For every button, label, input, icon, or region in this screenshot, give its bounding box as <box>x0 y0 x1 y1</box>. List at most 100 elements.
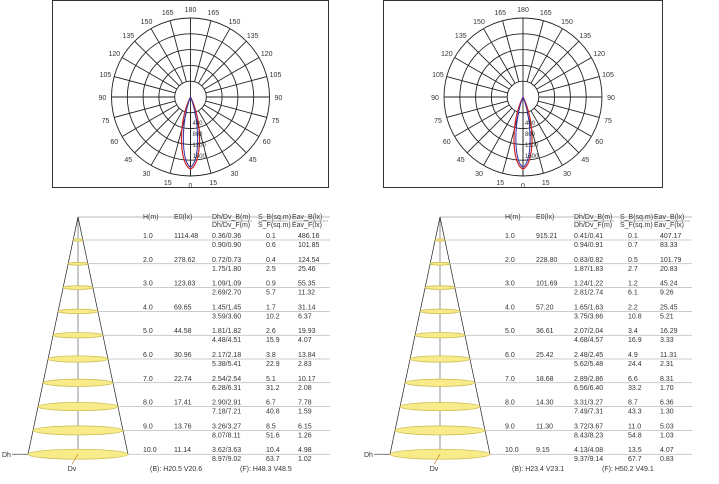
beam-angle-b: (B): H20.5 V20.6 <box>150 466 202 473</box>
light-spot-ellipse <box>42 378 114 387</box>
cell-diameter-f: 1.75/1.80 <box>212 266 241 273</box>
cell-area-b: 0.1 <box>628 233 638 240</box>
cell-eav-f: 101.85 <box>298 242 320 249</box>
polar-spoke <box>454 57 510 90</box>
cell-diameter-f: 5.38/5.41 <box>212 361 241 368</box>
cone-table-svg: H(m) E0(lx) Dh/Dv_B(m)Dh/Dv_F(m) S_B(sq.m)S… <box>2 214 330 473</box>
polar-angle-label: 0 <box>189 183 193 187</box>
cell-area-b: 1.7 <box>266 304 276 311</box>
polar-spoke <box>533 40 580 87</box>
polar-spoke <box>446 100 508 118</box>
polar-angle-label: 105 <box>602 72 614 79</box>
light-spot-ellipse <box>399 402 481 412</box>
cell-height: 5.0 <box>143 328 153 335</box>
cell-eav-b: 45.24 <box>660 281 678 288</box>
c0-curve <box>513 95 533 170</box>
light-spot-ellipse <box>409 355 471 363</box>
illuminance-cone-table-right: H(m) E0(lx) Dh/Dv_B(m) Dh/Dv_F(m) S_B(sq.m) S… <box>362 205 719 484</box>
polar-angle-label: 45 <box>249 157 257 164</box>
polar-angle-label: 105 <box>100 72 112 79</box>
cell-diameter-b: 1.24/1.22 <box>574 281 603 288</box>
polar-angle-label: 45 <box>124 157 132 164</box>
cell-eav-b: 10.17 <box>298 376 316 383</box>
cell-height: 1.0 <box>143 233 153 240</box>
polar-spoke <box>454 104 510 137</box>
cell-eav-b: 407.17 <box>660 233 682 240</box>
intensity-scale-label: 1200 <box>193 143 207 149</box>
header-area-b: S_B(sq.m) <box>258 214 291 221</box>
cell-diameter-f: 6.56/6.40 <box>574 385 603 392</box>
c90-curve <box>515 95 531 168</box>
cell-e0: 57.20 <box>536 304 554 311</box>
cell-eav-f: 2.08 <box>298 385 312 392</box>
cone-table-svg: H(m) E0(lx) Dh/Dv_B(m)Dh/Dv_F(m) S_B(sq.m)S… <box>364 214 692 473</box>
cell-diameter-b: 1.81/1.82 <box>212 328 241 335</box>
polar-angle-label: 90 <box>99 95 107 102</box>
polar-angle-label: 15 <box>542 180 550 187</box>
cell-area-f: 6.1 <box>628 290 638 297</box>
polar-spoke <box>169 20 187 82</box>
polar-angle-label: 90 <box>607 95 615 102</box>
polar-angle-label: 75 <box>102 118 110 125</box>
cell-eav-f: 6.37 <box>298 313 312 320</box>
polar-spoke <box>201 107 247 154</box>
cell-eav-f: 9.26 <box>660 290 674 297</box>
cell-e0: 17.41 <box>174 400 192 407</box>
cell-diameter-f: 8.97/9.02 <box>212 456 241 463</box>
light-spot-ellipse <box>67 262 89 266</box>
polar-spoke <box>526 20 544 82</box>
polar-chart-svg: 1651801651501501351351201201051059090757… <box>431 7 615 187</box>
polar-spoke <box>502 20 520 82</box>
cell-diameter-b: 2.54/2.54 <box>212 376 241 383</box>
cell-e0: 228.80 <box>536 257 558 264</box>
cell-area-b: 1.2 <box>628 281 638 288</box>
cell-e0: 101.69 <box>536 281 558 288</box>
cell-height: 5.0 <box>505 328 515 335</box>
polar-angle-label: 30 <box>475 171 483 178</box>
cell-diameter-f: 9.37/9.14 <box>574 456 603 463</box>
cell-e0: 30.96 <box>174 352 192 359</box>
polar-spoke <box>530 110 563 166</box>
header-diameter-f: Dh/Dv_F(m) <box>574 222 612 229</box>
dv-pointer <box>71 454 79 465</box>
polar-spoke <box>114 76 176 94</box>
polar-angle-label: 60 <box>443 139 451 146</box>
cell-e0: 36.61 <box>536 328 554 335</box>
cell-area-b: 3.8 <box>266 352 276 359</box>
cell-height: 2.0 <box>505 257 515 264</box>
cell-diameter-f: 3.59/3.60 <box>212 313 241 320</box>
cell-area-b: 2.2 <box>628 304 638 311</box>
cell-area-b: 6.7 <box>266 400 276 407</box>
cell-area-b: 0.9 <box>266 281 276 288</box>
cell-height: 6.0 <box>505 352 515 359</box>
cell-eav-b: 6.36 <box>660 400 674 407</box>
polar-spoke <box>536 104 592 137</box>
cell-diameter-f: 6.28/6.31 <box>212 385 241 392</box>
cell-eav-b: 5.03 <box>660 423 674 430</box>
cell-area-f: 0.7 <box>628 242 638 249</box>
light-spot-ellipse <box>429 262 451 266</box>
light-spot-ellipse <box>419 308 461 315</box>
cell-height: 10.0 <box>143 447 157 454</box>
cell-diameter-f: 2.69/2.70 <box>212 290 241 297</box>
cell-area-b: 5.1 <box>266 376 276 383</box>
cell-height: 8.0 <box>143 400 153 407</box>
cell-area-b: 8.7 <box>628 400 638 407</box>
cell-eav-b: 25.45 <box>660 304 678 311</box>
cell-diameter-f: 7.18/7.21 <box>212 409 241 416</box>
cell-area-f: 31.2 <box>266 385 280 392</box>
polar-angle-label: 90 <box>431 95 439 102</box>
polar-angle-label: 75 <box>604 118 612 125</box>
cell-eav-f: 3.33 <box>660 337 674 344</box>
cell-diameter-b: 3.26/3.27 <box>212 423 241 430</box>
polar-angle-label: 60 <box>595 139 603 146</box>
cell-diameter-b: 1.09/1.09 <box>212 281 241 288</box>
illuminance-cone-table-left: H(m) E0(lx) Dh/Dv_B(m) Dh/Dv_F(m) S_B(sq.m) S… <box>0 205 350 484</box>
polar-angle-label: 120 <box>441 51 453 58</box>
cell-area-f: 10.8 <box>628 313 642 320</box>
cell-diameter-b: 2.17/2.18 <box>212 352 241 359</box>
cell-area-b: 8.5 <box>266 423 276 430</box>
dv-label: Dv <box>430 466 439 473</box>
cell-diameter-f: 8.43/8.23 <box>574 432 603 439</box>
cell-e0: 9.15 <box>536 447 550 454</box>
